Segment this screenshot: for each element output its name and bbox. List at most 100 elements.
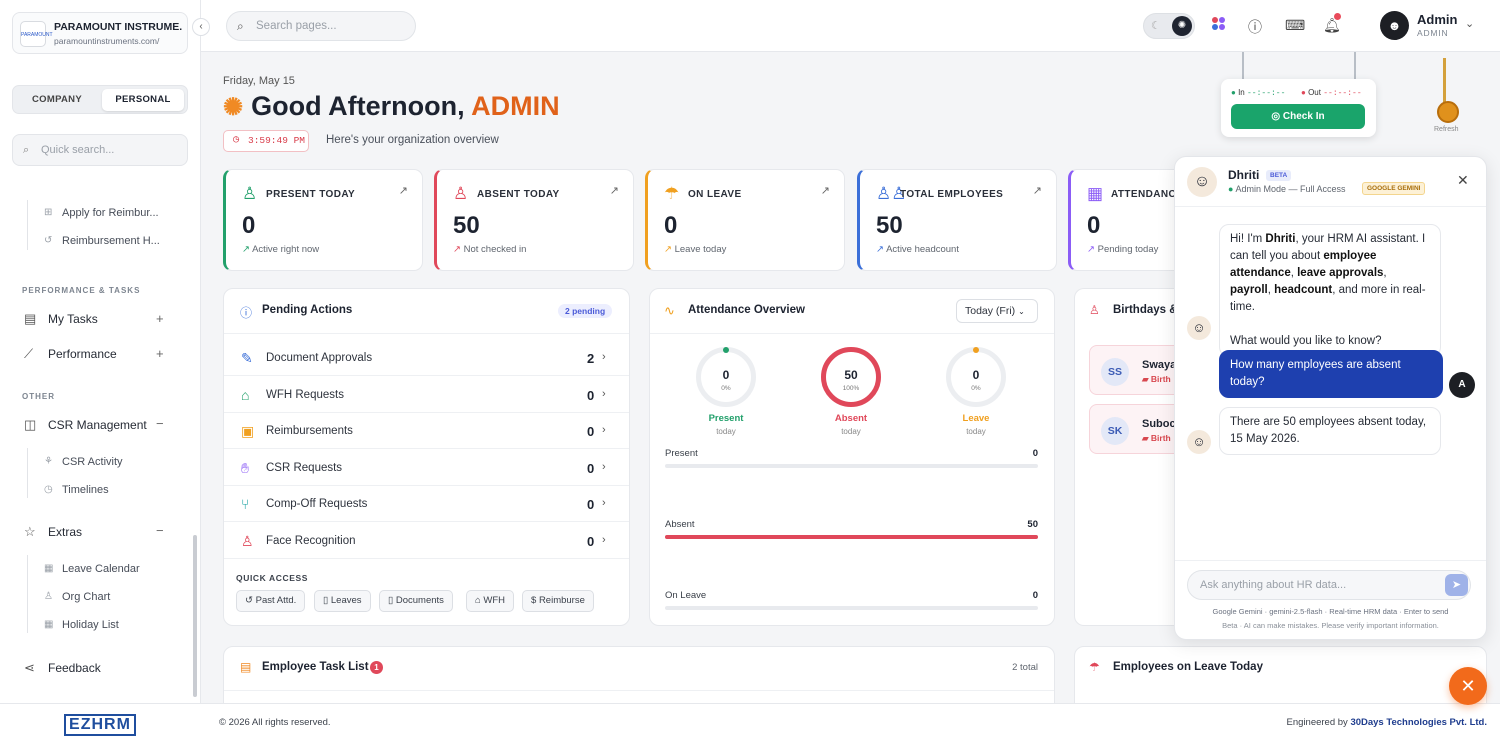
task-count-badge: 1 [370, 661, 383, 674]
assistant-avatar: ☺ [1187, 430, 1211, 454]
pending-row-reimbursements[interactable]: ▣ Reimbursements 0 › [224, 413, 629, 449]
toggle-company[interactable]: COMPANY [32, 94, 82, 105]
fingerprint-icon: ◎ [1271, 111, 1281, 122]
keyboard-icon[interactable]: ⌨ [1285, 17, 1306, 33]
arrow-up-right-icon: ↗ [1032, 185, 1042, 197]
page-search-input[interactable]: ⌕ Search pages... [226, 11, 416, 41]
expand-plus-icon[interactable]: + [156, 346, 164, 361]
quick-leaves-button[interactable]: ▯ Leaves [314, 590, 371, 612]
stat-card-on-leave[interactable]: ☂ ON LEAVE ↗ 0 ↗ Leave today [645, 169, 845, 271]
birthday-card[interactable]: SS Swaya ▰ Birth [1089, 345, 1184, 395]
attendance-overview-title: Attendance Overview [688, 304, 805, 316]
sidebar-item-extras[interactable]: Extras [48, 525, 83, 539]
sidebar-search-input[interactable]: ⌕ Quick search... [12, 134, 188, 166]
chevron-right-icon: › [602, 497, 606, 509]
sidebar-item-my-tasks[interactable]: My Tasks [48, 312, 98, 326]
chat-input[interactable]: Ask anything about HR data... [1187, 570, 1471, 600]
ai-chat-panel: ☺ Dhriti BETA ● Admin Mode — Full Access… [1174, 156, 1487, 640]
quick-documents-button[interactable]: ▯ Documents [379, 590, 453, 612]
pending-row-csr-requests[interactable]: ✋︎ CSR Requests 0 › [224, 450, 629, 486]
current-date: Friday, May 15 [223, 75, 295, 87]
csr-icon: ◫ [24, 417, 37, 432]
quick-wfh-button[interactable]: ⌂ WFH [466, 590, 515, 612]
sidebar-item-csr-activity[interactable]: CSR Activity [62, 456, 123, 468]
sidebar-item-apply-reimbursement[interactable]: Apply for Reimbur... [62, 207, 159, 219]
user-name[interactable]: Admin [1417, 12, 1458, 27]
check-in-time: ● In --:--:-- [1231, 88, 1286, 98]
pending-row-document-approvals[interactable]: ✎ Document Approvals 2 › [224, 340, 629, 376]
divider [650, 333, 1054, 334]
section-label-performance: PERFORMANCE & TASKS [22, 286, 141, 295]
arrow-up-right-icon: ↗ [820, 185, 830, 197]
assistant-message: Hi! I'm Dhriti, your HRM AI assistant. I… [1219, 224, 1441, 357]
pendulum-rod [1443, 58, 1446, 103]
stat-card-absent[interactable]: ♙ ABSENT TODAY ↗ 50 ↗ Not checked in [434, 169, 634, 271]
pending-actions-panel [223, 288, 630, 626]
close-chat-button[interactable]: ✕ [1449, 667, 1487, 705]
apps-icon[interactable] [1210, 16, 1226, 35]
clipboard-icon: ▤ [24, 311, 37, 326]
company-switcher[interactable]: PARAMOUNT PARAMOUNT INSTRUME... paramoun… [12, 12, 188, 54]
check-in-button[interactable]: ◎ Check In [1231, 104, 1365, 129]
user-avatar[interactable]: ☻ [1380, 11, 1409, 40]
chevron-left-icon: ‹ [199, 21, 203, 32]
quick-past-attendance-button[interactable]: ↺ Past Attd. [236, 590, 306, 612]
history-icon: ↺ [245, 595, 253, 606]
stat-sub: ↗ Active right now [242, 244, 320, 255]
quick-reimburse-button[interactable]: $ Reimburse [522, 590, 594, 612]
user-x-icon: ♙ [453, 184, 469, 203]
collapse-minus-icon[interactable]: − [156, 416, 164, 431]
stat-sub: ↗ Active headcount [876, 244, 959, 255]
sidebar-item-feedback[interactable]: Feedback [48, 661, 101, 675]
sidebar-item-org-chart[interactable]: Org Chart [62, 591, 111, 603]
sidebar-item-holiday-list[interactable]: Holiday List [62, 619, 119, 631]
sidebar-item-leave-calendar[interactable]: Leave Calendar [62, 563, 140, 575]
expand-plus-icon[interactable]: + [156, 311, 164, 326]
history-icon: ↺ [44, 235, 53, 246]
user-message: How many employees are absent today? [1219, 350, 1443, 398]
chevron-down-icon[interactable]: ⌄ [1465, 18, 1475, 30]
calendar-check-icon: ▦ [1087, 184, 1104, 203]
git-branch-icon: ⑂ [241, 496, 250, 512]
assistant-name: Dhriti [1228, 168, 1260, 182]
sidebar-item-timelines[interactable]: Timelines [62, 484, 109, 496]
date-filter-select[interactable]: Today (Fri) ⌄ [956, 299, 1038, 323]
sidebar-scrollbar[interactable] [193, 535, 197, 697]
pending-row-face-recognition[interactable]: ♙ Face Recognition 0 › [224, 523, 629, 559]
collapse-minus-icon[interactable]: − [156, 523, 164, 538]
assistant-avatar: ☺ [1187, 167, 1217, 197]
ring-label-leave: Leave [962, 413, 990, 424]
collapse-sidebar-button[interactable]: ‹ [192, 18, 210, 36]
stat-card-attendance[interactable]: ▦ ATTENDANCE 0 ↗ Pending today [1068, 169, 1178, 271]
users-icon: ♙ [1089, 303, 1100, 317]
sidebar-footer: EZHRM [0, 703, 201, 740]
help-icon[interactable]: ⓘ [1248, 19, 1262, 35]
sidebar-item-reimbursement-history[interactable]: Reimbursement H... [62, 235, 160, 247]
bell-icon[interactable]: 🔔︎ [1323, 17, 1341, 33]
send-icon[interactable]: ➤ [1445, 574, 1468, 596]
theme-toggle[interactable]: ☾ ✺ [1143, 13, 1195, 39]
pending-row-comp-off-requests[interactable]: ⑂ Comp-Off Requests 0 › [224, 486, 629, 522]
toggle-personal[interactable]: PERSONAL [102, 89, 184, 111]
sidebar-item-csr-management[interactable]: CSR Management [48, 418, 147, 432]
quick-access-label: QUICK ACCESS [236, 573, 309, 583]
dollar-icon: $ [531, 595, 537, 606]
assistant-avatar: ☺ [1187, 316, 1211, 340]
birthday-card[interactable]: SK Suboc ▰ Birth [1089, 404, 1184, 454]
divider [1175, 560, 1486, 561]
gemini-badge: GOOGLE GEMINI [1362, 182, 1426, 195]
stat-card-total-employees[interactable]: ♙♙ TOTAL EMPLOYEES ↗ 50 ↗ Active headcou… [857, 169, 1057, 271]
task-list-title: Employee Task List [262, 661, 369, 673]
pending-row-wfh-requests[interactable]: ⌂ WFH Requests 0 › [224, 377, 629, 413]
bar-value-absent: 50 [1027, 519, 1038, 530]
hanger-string [1354, 52, 1356, 80]
tree-line [27, 448, 28, 498]
ring-marker [723, 347, 729, 353]
stat-card-present[interactable]: ♙ PRESENT TODAY ↗ 0 ↗ Active right now [223, 169, 423, 271]
notification-dot [1334, 13, 1341, 20]
sidebar-item-performance[interactable]: Performance [48, 347, 117, 361]
chat-footer-disclaimer: Beta · AI can make mistakes. Please veri… [1222, 621, 1439, 630]
beta-badge: BETA [1266, 170, 1292, 181]
refresh-pendulum[interactable] [1437, 101, 1459, 123]
close-icon[interactable]: ✕ [1457, 172, 1469, 188]
